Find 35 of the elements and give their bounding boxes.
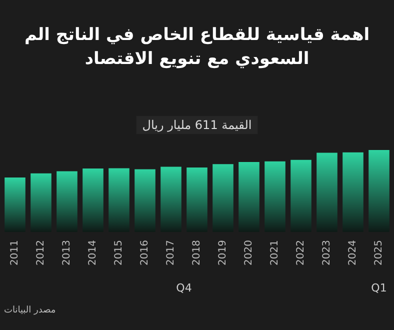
- x-tick-label: 2020: [244, 240, 254, 266]
- x-tick-label: 2011: [10, 240, 20, 266]
- bar: [290, 160, 312, 232]
- chart-subtitle: القيمة 611 مليار ريال: [142, 118, 252, 132]
- x-tick-label: 2022: [296, 240, 306, 266]
- bar: [212, 164, 234, 232]
- text: Q4: [176, 282, 192, 294]
- bar: [186, 167, 208, 232]
- bar: [264, 161, 286, 232]
- bar: [368, 150, 390, 232]
- x-tick-label: 2016: [140, 240, 150, 266]
- bar: [342, 152, 364, 232]
- x-tick-label: 2012: [36, 240, 46, 266]
- x-tick-label: 2023: [322, 240, 332, 266]
- bar: [4, 177, 26, 232]
- x-tick-label: 2025: [374, 240, 384, 266]
- x-tick-label: 2018: [192, 240, 202, 266]
- chart-title: اهمة قياسية للقطاع الخاص في الناتج الم السعودي مع تنويع الاقتصاد: [24, 25, 370, 69]
- x-tick-label: 2024: [348, 240, 358, 266]
- bar: [82, 168, 104, 232]
- x-tick-label: 2015: [114, 240, 124, 266]
- bar: [108, 168, 130, 232]
- bar: [316, 152, 338, 232]
- x-tick-label: 2017: [166, 240, 176, 266]
- x-tick-label: 2021: [270, 240, 280, 266]
- x-tick-label: 2014: [88, 240, 98, 266]
- x-tick-label: 2019: [218, 240, 228, 266]
- text: مصدر البيانات: [4, 306, 56, 316]
- bar: [238, 162, 260, 232]
- x-tick-label: 2013: [62, 240, 72, 266]
- bar: [160, 166, 182, 232]
- text: Q1: [371, 282, 387, 294]
- bar: [134, 169, 156, 232]
- bar: [30, 173, 52, 232]
- bar: [56, 171, 78, 232]
